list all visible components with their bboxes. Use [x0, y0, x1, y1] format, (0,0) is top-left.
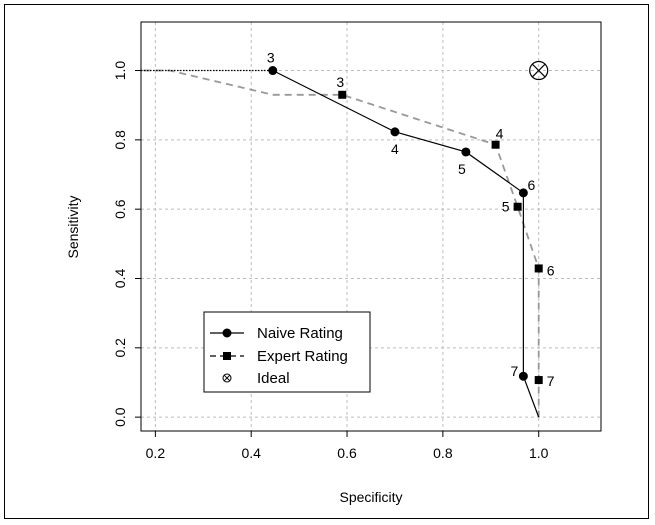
- naive-rating-point: [518, 371, 528, 381]
- point-labels: 3 4 5 6 7 3 4 5 6 7: [267, 50, 555, 390]
- expert-point-label: 7: [547, 373, 555, 389]
- y-tick-label: 0.0: [112, 407, 128, 427]
- x-tick-label: 0.4: [241, 445, 261, 461]
- expert-point-label: 3: [336, 74, 344, 90]
- expert-rating-point: [491, 140, 500, 149]
- ideal-point: [529, 60, 549, 81]
- data-markers: [268, 60, 549, 385]
- x-tick-label: 0.6: [337, 445, 357, 461]
- expert-rating-point: [534, 264, 543, 273]
- naive-rating-point: [390, 127, 400, 137]
- y-tick-label: 1.0: [112, 61, 128, 81]
- legend-naive-label: Naive Rating: [257, 325, 343, 342]
- naive-rating-point: [268, 66, 278, 76]
- y-tick-label: 0.6: [112, 199, 128, 219]
- legend-expert-marker: [223, 352, 231, 360]
- y-tick-label: 0.8: [112, 130, 128, 150]
- x-tick-label: 1.0: [529, 445, 549, 461]
- y-tick-label: 0.4: [112, 269, 128, 289]
- x-axis-label: Specificity: [339, 489, 402, 505]
- legend-expert-label: Expert Rating: [257, 348, 348, 365]
- legend-ideal-marker: [222, 373, 232, 383]
- naive-point-label: 3: [267, 50, 275, 66]
- ideal-point-cross: [531, 63, 546, 78]
- expert-point-label: 4: [496, 126, 504, 142]
- legend-naive-marker: [222, 328, 232, 338]
- legend-box: [203, 311, 371, 393]
- naive-point-label: 5: [458, 161, 466, 177]
- naive-rating-point: [518, 188, 528, 198]
- y-axis-label: Sensitivity: [65, 195, 81, 258]
- expert-point-label: 5: [502, 199, 510, 215]
- x-tick-label: 0.8: [433, 445, 453, 461]
- expert-rating-point: [534, 376, 543, 385]
- y-tick-label: 0.2: [112, 338, 128, 358]
- naive-point-label: 7: [510, 363, 518, 379]
- ideal-point-circle: [529, 60, 549, 81]
- naive-point-label: 6: [527, 177, 535, 193]
- naive-point-label: 4: [391, 141, 399, 157]
- legend: Naive Rating Expert Rating Ideal: [203, 311, 371, 393]
- expert-rating-point: [338, 90, 347, 99]
- axes: 0.2 0.4 0.6 0.8 1.0 0.0 0.2 0.4 0.6 0.8 1.0: [112, 61, 549, 461]
- x-tick-label: 0.2: [146, 445, 166, 461]
- legend-ideal-label: Ideal: [257, 370, 290, 387]
- naive-rating-point: [461, 147, 471, 157]
- expert-rating-point: [513, 202, 522, 211]
- figure-frame: [4, 4, 649, 519]
- expert-point-label: 6: [547, 262, 555, 278]
- plot-area: [140, 21, 602, 432]
